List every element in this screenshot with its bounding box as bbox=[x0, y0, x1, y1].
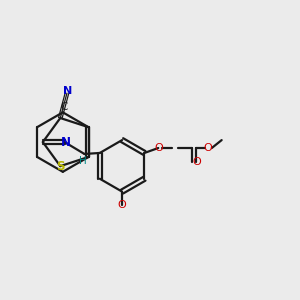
Text: O: O bbox=[203, 143, 212, 153]
Text: O: O bbox=[193, 157, 201, 167]
Text: C: C bbox=[61, 102, 68, 112]
Text: S: S bbox=[56, 160, 64, 172]
Text: H: H bbox=[79, 156, 86, 166]
Text: N: N bbox=[63, 86, 73, 96]
Text: N: N bbox=[61, 136, 70, 148]
Text: O: O bbox=[118, 200, 127, 211]
Text: O: O bbox=[154, 143, 163, 153]
